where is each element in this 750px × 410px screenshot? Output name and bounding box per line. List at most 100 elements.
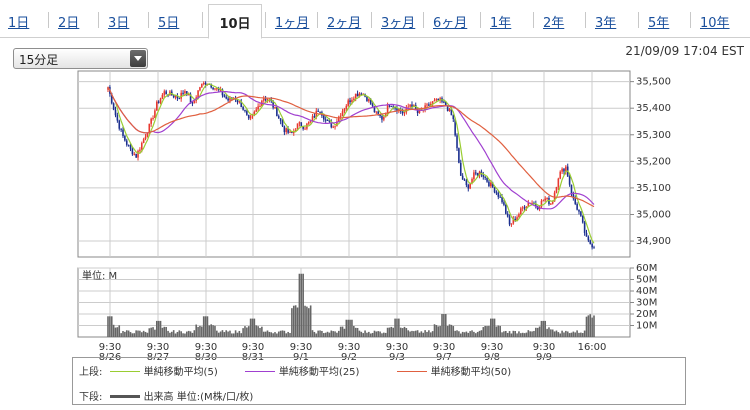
volume-bar	[478, 330, 481, 337]
volume-bar	[576, 330, 578, 337]
volume-bar	[339, 326, 342, 337]
candle-down	[189, 94, 192, 103]
tab-separator	[638, 12, 639, 28]
volume-bar	[467, 332, 470, 337]
tab-1年[interactable]: 1年	[490, 16, 512, 31]
tab-3ヶ月[interactable]: 3ヶ月	[381, 16, 416, 31]
tab-10日[interactable]: 10日	[208, 4, 262, 39]
volume-bar	[433, 324, 436, 337]
interval-select[interactable]: 15分足	[13, 48, 148, 69]
candle-up	[292, 130, 295, 134]
candle-down	[591, 244, 593, 248]
price-tick-label: 35,300	[636, 130, 671, 141]
volume-tick-label: 60M	[636, 263, 657, 274]
volume-bar	[127, 330, 130, 337]
volume-bar	[456, 330, 458, 337]
candle-down	[484, 176, 486, 178]
tab-2年[interactable]: 2年	[543, 16, 565, 31]
volume-bar	[187, 330, 190, 337]
volume-bar	[403, 326, 406, 337]
volume-bar	[142, 330, 145, 337]
candle-up	[527, 203, 530, 207]
candle-up	[525, 206, 528, 209]
date-tick-label: 9/8	[484, 352, 500, 360]
volume-bar	[368, 331, 370, 337]
volume-bar	[176, 331, 179, 337]
volume-bar	[291, 308, 293, 337]
candle-down	[302, 126, 304, 129]
chevron-down-icon[interactable]	[130, 50, 146, 67]
tab-2ヶ月[interactable]: 2ヶ月	[327, 16, 362, 31]
candle-up	[469, 183, 471, 189]
volume-bar	[169, 332, 171, 337]
candle-up	[197, 90, 199, 98]
candle-up	[341, 111, 344, 116]
candle-down	[313, 116, 316, 118]
candle-up	[274, 106, 276, 108]
candle-down	[324, 119, 327, 121]
volume-bar	[450, 324, 453, 337]
volume-bar	[533, 330, 535, 337]
volume-bar	[120, 333, 122, 337]
volume-bar	[366, 332, 368, 337]
volume-bar	[572, 331, 575, 337]
volume-bar	[565, 330, 567, 337]
candle-up	[161, 94, 164, 99]
candle-up	[409, 104, 411, 107]
candle-down	[276, 106, 278, 117]
tab-6ヶ月[interactable]: 6ヶ月	[433, 16, 468, 31]
candle-up	[154, 110, 156, 118]
date-tick-label: 9/7	[436, 352, 452, 360]
candle-up	[559, 171, 562, 179]
volume-bar	[398, 318, 400, 337]
volume-bar	[195, 324, 197, 337]
tab-3年[interactable]: 3年	[595, 16, 617, 31]
candle-up	[358, 93, 361, 97]
candle-down	[322, 115, 325, 120]
time-tick-label: 9:30	[195, 342, 217, 353]
volume-bar	[302, 273, 304, 337]
volume-bar	[454, 330, 456, 337]
candle-down	[242, 107, 244, 110]
candle-down	[574, 198, 577, 204]
volume-bar	[146, 332, 149, 337]
volume-bar	[585, 316, 588, 337]
candle-down	[452, 115, 455, 120]
tab-separator	[371, 12, 372, 28]
candle-down	[508, 216, 511, 225]
volume-bar	[407, 330, 410, 337]
candle-down	[283, 126, 286, 133]
candle-down	[317, 110, 319, 112]
volume-bar	[225, 330, 228, 337]
volume-bar	[551, 329, 554, 337]
volume-bar	[231, 333, 233, 337]
candle-down	[360, 93, 363, 95]
candle-down	[458, 148, 460, 163]
volume-bar	[469, 331, 471, 337]
candle-up	[407, 106, 410, 108]
volume-bar	[531, 331, 533, 337]
tab-1ヶ月[interactable]: 1ヶ月	[275, 16, 310, 31]
candle-up	[289, 131, 291, 133]
volume-bar	[247, 326, 250, 337]
candle-up	[307, 121, 310, 124]
volume-bar	[471, 330, 473, 337]
candle-down	[210, 83, 213, 88]
candle-down	[186, 91, 188, 96]
tab-3日[interactable]: 3日	[108, 16, 130, 31]
volume-bar	[217, 332, 220, 337]
volume-bar	[424, 330, 426, 337]
tab-2日[interactable]: 2日	[58, 16, 80, 31]
tab-5年[interactable]: 5年	[648, 16, 670, 31]
candle-down	[488, 181, 490, 187]
tab-1日[interactable]: 1日	[8, 16, 30, 31]
candle-up	[155, 101, 158, 111]
legend-ma50-line	[396, 370, 427, 372]
tab-10年[interactable]: 10年	[700, 16, 730, 31]
candle-down	[264, 98, 267, 101]
price-tick-label: 35,100	[636, 183, 671, 194]
volume-bar	[338, 330, 340, 337]
tab-5日[interactable]: 5日	[158, 16, 180, 31]
volume-bar	[157, 320, 160, 337]
volume-bar	[236, 332, 239, 337]
